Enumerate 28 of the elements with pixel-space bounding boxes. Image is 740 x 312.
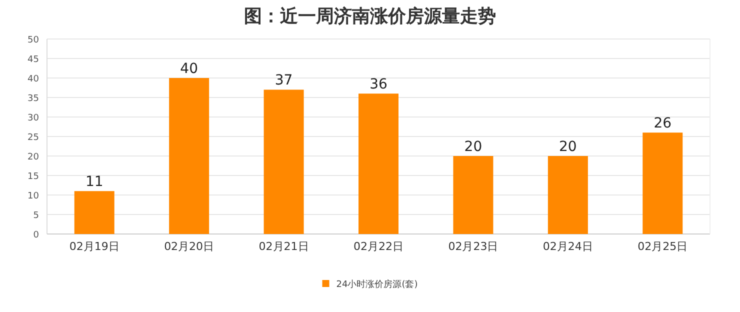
y-tick-label: 45 xyxy=(28,55,39,65)
x-tick-label: 02月19日 xyxy=(69,240,120,253)
data-label: 20 xyxy=(464,139,482,155)
y-tick-label: 15 xyxy=(28,172,39,182)
y-tick-label: 0 xyxy=(33,230,40,240)
y-tick-label: 20 xyxy=(28,152,40,162)
y-tick-label: 25 xyxy=(28,133,39,143)
x-tick-label: 02月20日 xyxy=(164,240,214,253)
x-tick-label: 02月25日 xyxy=(638,240,688,253)
legend: 24小时涨价房源(套) xyxy=(322,280,418,290)
x-tick-label: 02月22日 xyxy=(354,240,404,253)
data-label: 40 xyxy=(180,61,198,77)
data-label: 26 xyxy=(654,116,672,132)
x-tick-label: 02月21日 xyxy=(258,240,309,253)
y-tick-label: 50 xyxy=(28,36,40,46)
x-tick-label: 02月23日 xyxy=(448,240,498,253)
legend-label: 24小时涨价房源(套) xyxy=(336,279,418,290)
y-tick-label: 10 xyxy=(28,192,40,202)
y-tick-label: 40 xyxy=(28,74,40,84)
y-tick-label: 5 xyxy=(33,211,39,221)
data-label: 11 xyxy=(85,174,104,190)
y-tick-label: 30 xyxy=(28,114,40,124)
title: 图：近一周济南涨价房源量走势 xyxy=(244,6,496,27)
data-label: 36 xyxy=(370,76,388,93)
data-label: 37 xyxy=(274,72,293,89)
y-tick-label: 35 xyxy=(28,94,39,104)
x-tick-label: 02月24日 xyxy=(542,240,593,253)
data-label: 20 xyxy=(559,139,577,155)
